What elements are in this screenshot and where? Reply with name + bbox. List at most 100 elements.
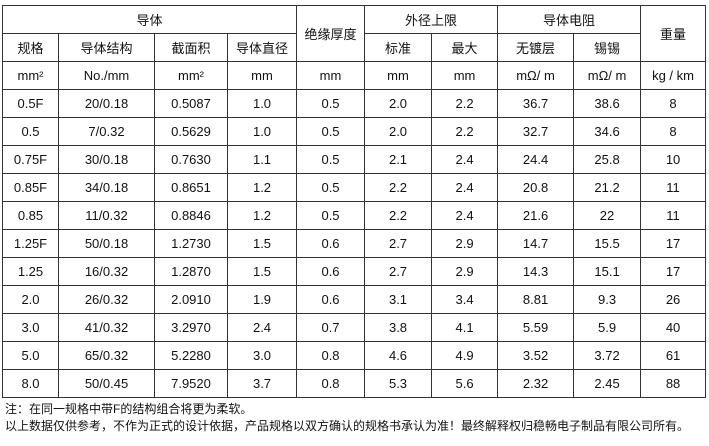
data-cell: 4.9: [431, 341, 499, 370]
data-cell: 2.0: [364, 89, 433, 118]
data-cell: 26: [640, 285, 707, 314]
unit-row: mm² No./mm mm² mm mm mm mm mΩ/ m mΩ/ m kg / km: [2, 61, 707, 90]
data-cell: 3.8: [364, 313, 433, 342]
data-cell: 2.4: [431, 173, 499, 202]
data-cell: 40: [640, 313, 707, 342]
data-cell: 1.2870: [154, 257, 228, 286]
note: 以上数据仅供参考，不作为正式的设计依据，产品规格以双方确认的规格书承认为准！最终…: [5, 419, 690, 433]
data-cell: 0.8651: [154, 173, 228, 202]
data-cell: 2.0: [364, 117, 433, 146]
spec-sheet: 导体 绝缘厚度 外径上限 导体电阻 重量 规格 导体结构 截面积 导体直径 标准 最大 无镀…: [1, 5, 707, 435]
data-cell: 11/0.32: [58, 201, 155, 230]
data-cell: 22: [573, 201, 642, 230]
spec-table: 导体 绝缘厚度 外径上限 导体电阻 重量 规格 导体结构 截面积 导体直径 标准 最大 无镀…: [1, 5, 707, 398]
data-cell: 5.2280: [154, 341, 228, 370]
data-cell: 1.2730: [154, 229, 228, 258]
data-row: 1.25 16/0.32 1.2870 1.5 0.6 2.7 2.9 14.3 15.1 17: [2, 257, 707, 286]
data-cell: 2.2: [431, 89, 499, 118]
data-row: 2.0 26/0.32 2.0910 1.9 0.6 3.1 3.4 8.81 9.3 26: [2, 285, 707, 314]
header-row: 规格 导体结构 截面积 导体直径 标准 最大 无镀层 锡锡: [2, 33, 706, 62]
data-cell: 8.0: [2, 369, 59, 398]
data-cell: 4.6: [364, 341, 433, 370]
header-cell: 重量: [640, 5, 707, 62]
data-cell: 1.1: [226, 145, 298, 174]
data-cell: 1.25F: [2, 229, 59, 258]
unit-cell: mΩ/ m: [573, 61, 642, 90]
data-cell: 0.7630: [154, 145, 228, 174]
unit-cell: mm: [364, 61, 433, 90]
data-cell: 5.59: [497, 313, 575, 342]
data-cell: 0.6: [296, 229, 366, 258]
data-cell: 24.4: [497, 145, 575, 174]
data-row: 0.75F 30/0.18 0.7630 1.1 0.5 2.1 2.4 24.4 25.8 10: [2, 145, 707, 174]
data-cell: 0.5: [296, 201, 366, 230]
data-cell: 10: [640, 145, 707, 174]
data-cell: 0.5: [296, 117, 366, 146]
header-cell: 导体结构: [58, 33, 155, 62]
data-cell: 2.2: [431, 117, 499, 146]
data-cell: 8: [640, 117, 707, 146]
data-cell: 0.6: [296, 257, 366, 286]
data-cell: 2.7: [364, 257, 433, 286]
data-cell: 2.32: [497, 369, 575, 398]
header-cell: 截面积: [154, 33, 228, 62]
data-row: 0.5 7/0.32 0.5629 1.0 0.5 2.0 2.2 32.7 34.6 8: [2, 117, 707, 146]
header-cell: 外径上限: [364, 5, 499, 34]
data-row: 0.85F 34/0.18 0.8651 1.2 0.5 2.2 2.4 20.8 21.2 11: [2, 173, 707, 202]
data-row: 3.0 41/0.32 3.2970 2.4 0.7 3.8 4.1 5.59 5.9 40: [2, 313, 707, 342]
data-cell: 38.6: [573, 89, 642, 118]
data-cell: 30/0.18: [58, 145, 155, 174]
data-cell: 16/0.32: [58, 257, 155, 286]
data-cell: 0.75F: [2, 145, 59, 174]
data-cell: 26/0.32: [58, 285, 155, 314]
header-cell: 绝缘厚度: [296, 5, 366, 62]
data-cell: 5.6: [431, 369, 499, 398]
data-cell: 0.7: [296, 313, 366, 342]
data-cell: 5.9: [573, 313, 642, 342]
data-cell: 50/0.45: [58, 369, 155, 398]
unit-cell: mm²: [2, 61, 59, 90]
data-cell: 0.5629: [154, 117, 228, 146]
data-cell: 1.5: [226, 257, 298, 286]
data-cell: 65/0.32: [58, 341, 155, 370]
header-cell: 规格: [2, 33, 59, 62]
data-cell: 21.2: [573, 173, 642, 202]
header-row: 导体 绝缘厚度 外径上限 导体电阻 重量: [1, 5, 707, 62]
data-cell: 2.0: [2, 285, 59, 314]
data-cell: 8: [640, 89, 707, 118]
data-cell: 3.72: [573, 341, 642, 370]
data-row: 8.0 50/0.45 7.9520 3.7 0.8 5.3 5.6 2.32 2.45 88: [2, 369, 707, 398]
header-cell: 无镀层: [497, 33, 575, 62]
unit-cell: mm²: [154, 61, 228, 90]
data-cell: 3.0: [226, 341, 298, 370]
data-cell: 3.7: [226, 369, 298, 398]
unit-cell: kg / km: [640, 61, 707, 90]
data-cell: 1.5: [226, 229, 298, 258]
data-row: 1.25F 50/0.18 1.2730 1.5 0.6 2.7 2.9 14.7 15.5 17: [2, 229, 707, 258]
unit-cell: mm: [296, 61, 366, 90]
header-cell: 锡锡: [573, 33, 642, 62]
data-cell: 2.2: [364, 173, 433, 202]
data-row: 5.0 65/0.32 5.2280 3.0 0.8 4.6 4.9 3.52 3.72 61: [2, 341, 707, 370]
data-cell: 7.9520: [154, 369, 228, 398]
data-cell: 0.85: [2, 201, 59, 230]
data-cell: 0.5087: [154, 89, 228, 118]
data-cell: 3.2970: [154, 313, 228, 342]
data-cell: 9.3: [573, 285, 642, 314]
data-cell: 34.6: [573, 117, 642, 146]
unit-cell: mm: [431, 61, 499, 90]
data-cell: 2.7: [364, 229, 433, 258]
data-cell: 88: [640, 369, 707, 398]
data-cell: 0.5: [2, 117, 59, 146]
data-cell: 50/0.18: [58, 229, 155, 258]
header-cell: 导体: [1, 5, 298, 34]
header-cell: 标准: [364, 33, 433, 62]
data-cell: 1.9: [226, 285, 298, 314]
data-row: 0.85 11/0.32 0.8846 1.2 0.5 2.2 2.4 21.6 22 11: [2, 201, 707, 230]
data-cell: 3.0: [2, 313, 59, 342]
data-cell: 20.8: [497, 173, 575, 202]
notes: 注：在同一规格中带F的结构组合将更为柔软。 以上数据仅供参考，不作为正式的设计依据…: [2, 398, 705, 435]
data-cell: 21.6: [497, 201, 575, 230]
data-cell: 0.8846: [154, 201, 228, 230]
